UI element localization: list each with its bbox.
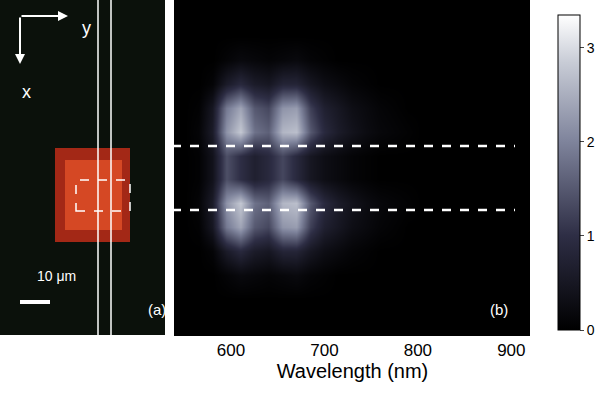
svg-text:700: 700 [310,341,338,360]
svg-text:600: 600 [217,341,245,360]
svg-text:x: x [22,82,31,102]
svg-text:2: 2 [587,134,595,150]
svg-text:900: 900 [497,341,525,360]
svg-text:0: 0 [587,322,595,338]
svg-text:y: y [82,18,91,38]
svg-text:1: 1 [587,228,595,244]
svg-text:800: 800 [404,341,432,360]
svg-text:(a): (a) [148,301,166,318]
svg-text:10 μm: 10 μm [37,268,76,284]
svg-text:Wavelength (nm): Wavelength (nm) [277,360,429,382]
svg-text:(b): (b) [490,301,508,318]
svg-text:3: 3 [587,40,595,56]
